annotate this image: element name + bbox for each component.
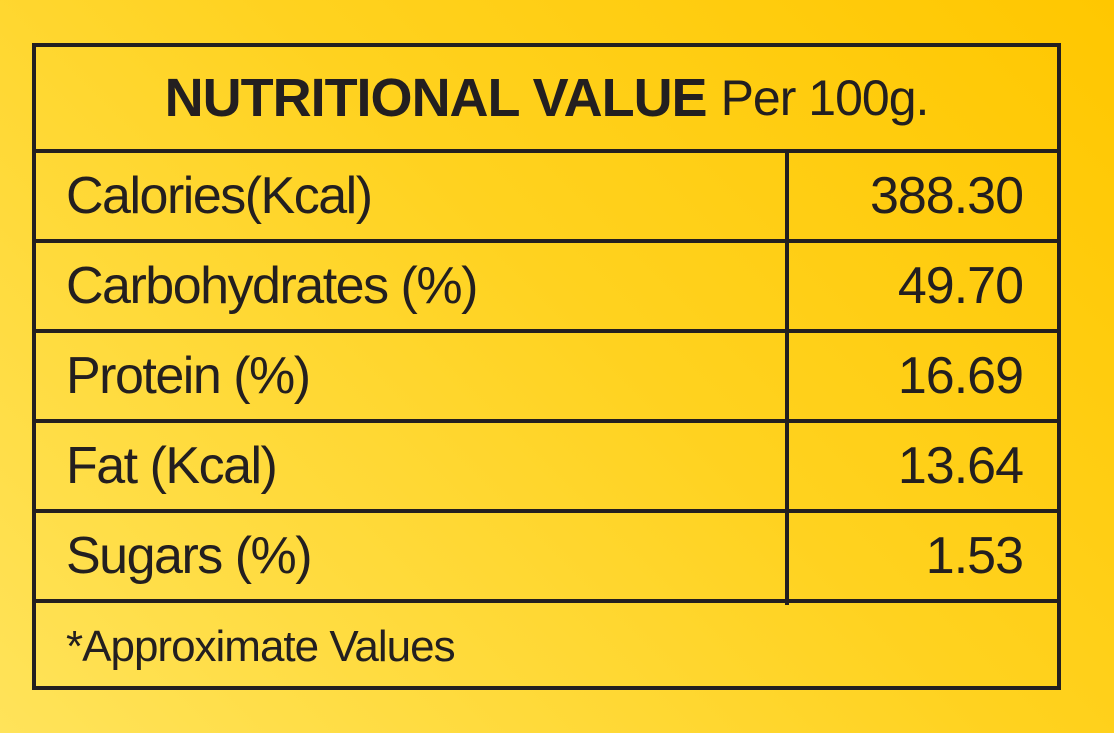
row-value: 1.53: [925, 527, 1024, 585]
row-label: Carbohydrates (%): [66, 257, 478, 315]
table-row-sugars: Sugars (%) 1.53: [36, 513, 1057, 603]
table-row-protein: Protein (%) 16.69: [36, 333, 1057, 423]
table-title: NUTRITIONAL VALUE Per 100g.: [36, 47, 1057, 153]
row-label: Sugars (%): [66, 527, 313, 585]
column-divider: [785, 153, 789, 605]
title-sub: Per 100g.: [720, 70, 930, 126]
table-row-calories: Calories(Kcal) 388.30: [36, 153, 1057, 243]
footnote: *Approximate Values: [66, 622, 456, 671]
row-label: Calories(Kcal): [66, 167, 373, 225]
row-value: 13.64: [897, 437, 1024, 495]
row-label: Fat (Kcal): [66, 437, 278, 495]
title-main: NUTRITIONAL VALUE: [164, 68, 708, 128]
row-value: 388.30: [869, 167, 1024, 225]
table-row-carbohydrates: Carbohydrates (%) 49.70: [36, 243, 1057, 333]
nutrition-table: NUTRITIONAL VALUE Per 100g. Calories(Kca…: [32, 43, 1061, 690]
table-row-fat: Fat (Kcal) 13.64: [36, 423, 1057, 513]
row-value: 16.69: [897, 347, 1024, 405]
row-label: Protein (%): [66, 347, 311, 405]
row-value: 49.70: [897, 257, 1024, 315]
